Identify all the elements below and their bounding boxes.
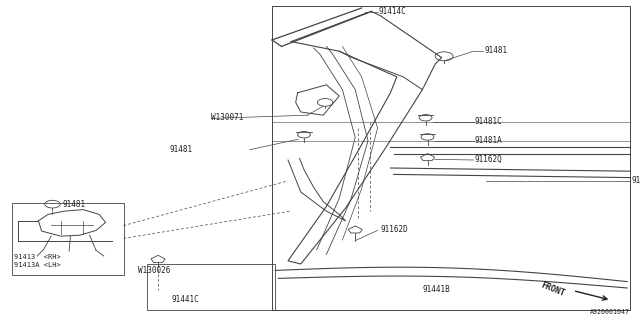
Bar [147, 264, 275, 310]
Text: 91441C: 91441C [172, 295, 199, 304]
Text: W130071: W130071 [211, 113, 244, 122]
Text: 91162D: 91162D [381, 225, 408, 234]
Text: 91414C: 91414C [379, 7, 406, 16]
Text: 91413A <LH>: 91413A <LH> [14, 262, 61, 268]
Bar [272, 6, 630, 310]
Text: 91481A: 91481A [475, 136, 502, 145]
Text: FRONT: FRONT [540, 281, 566, 299]
Text: 91481: 91481 [62, 200, 85, 209]
Text: 91413  <RH>: 91413 <RH> [14, 254, 61, 260]
Text: A920001047: A920001047 [590, 309, 630, 315]
Text: 91481: 91481 [484, 46, 508, 55]
Text: 91481C: 91481C [475, 117, 502, 126]
Text: W130026: W130026 [138, 266, 170, 275]
Text: 91481: 91481 [170, 145, 193, 154]
Text: 91441B: 91441B [422, 285, 450, 294]
Bar [12, 203, 124, 275]
Text: 91411: 91411 [632, 176, 640, 185]
Text: 91162Q: 91162Q [475, 155, 502, 164]
